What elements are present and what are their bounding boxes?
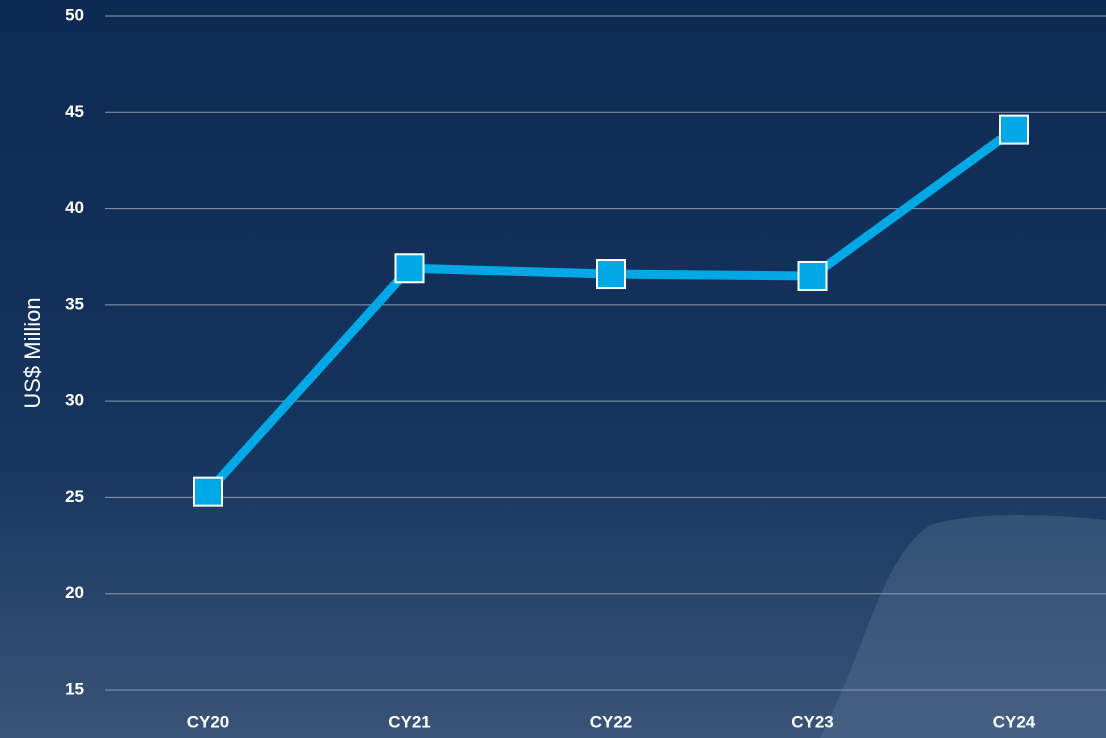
x-tick-label: CY22	[590, 712, 633, 731]
marker	[596, 259, 626, 290]
y-axis-label: US$ Million	[20, 297, 45, 408]
marker	[797, 260, 828, 291]
y-tick-label: 30	[65, 391, 84, 410]
x-tick-label: CY24	[993, 712, 1036, 731]
y-tick-label: 25	[65, 487, 84, 506]
y-tick-label: 20	[65, 583, 84, 602]
y-tick-label: 40	[65, 198, 84, 217]
marker	[394, 253, 425, 284]
background-hand	[820, 515, 1106, 738]
marker	[999, 114, 1029, 145]
x-tick-label: CY23	[791, 712, 834, 731]
y-tick-label: 15	[65, 679, 84, 698]
y-tick-label: 50	[65, 5, 84, 24]
x-tick-label: CY20	[187, 712, 230, 731]
y-tick-label: 45	[65, 102, 84, 121]
x-tick-label: CY21	[388, 712, 431, 731]
marker	[193, 476, 223, 507]
y-tick-label: 35	[65, 294, 84, 313]
